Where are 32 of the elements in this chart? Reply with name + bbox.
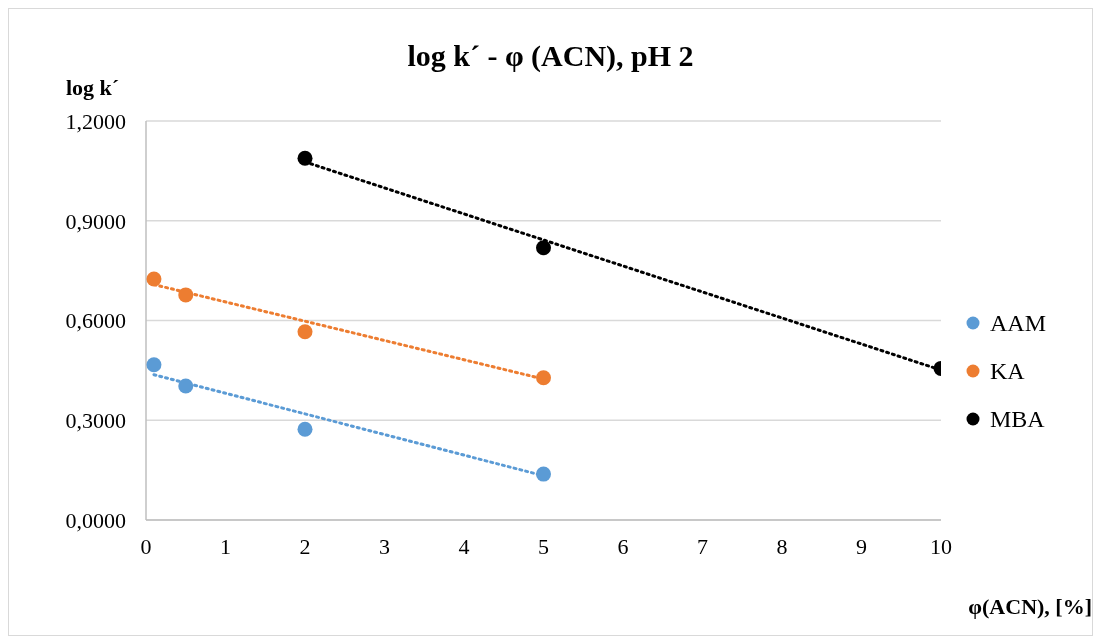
point: [536, 466, 551, 482]
point: [146, 271, 162, 287]
legend-label: MBA: [990, 405, 1045, 433]
point: [178, 287, 194, 303]
x-tick-label: 6: [617, 533, 629, 559]
y-tick-label: 0,3000: [65, 408, 126, 434]
y-tick-label: 0,9000: [65, 208, 126, 234]
x-tick-label: 3: [379, 533, 390, 559]
x-tick-label: 7: [697, 533, 708, 559]
x-tick-label: 8: [776, 533, 788, 559]
point: [536, 370, 551, 386]
x-tick-label: 2: [299, 533, 311, 559]
y-tick-label: 1,2000: [65, 108, 126, 134]
legend-label: KA: [990, 357, 1025, 385]
x-tick-label: 9: [856, 533, 867, 559]
x-tick-label: 5: [538, 533, 549, 559]
point: [146, 357, 162, 373]
x-tick-label: 0: [140, 533, 152, 559]
y-axis-title: log k´: [66, 75, 120, 101]
point: [536, 240, 551, 256]
legend-label: AAM: [990, 309, 1047, 337]
chart-title: log k´ - φ (ACN), pH 2: [406, 39, 695, 73]
x-tick-label: 10: [930, 533, 952, 559]
y-tick-label: 0,6000: [65, 308, 126, 334]
x-tick-label: 4: [458, 533, 470, 559]
point: [297, 421, 313, 437]
x-axis-title: φ(ACN), [%]: [968, 594, 1092, 620]
point: [297, 150, 313, 166]
y-tick-label: 0,0000: [65, 507, 126, 533]
x-tick-label: 1: [220, 533, 231, 559]
point: [297, 324, 313, 340]
point: [178, 378, 194, 394]
